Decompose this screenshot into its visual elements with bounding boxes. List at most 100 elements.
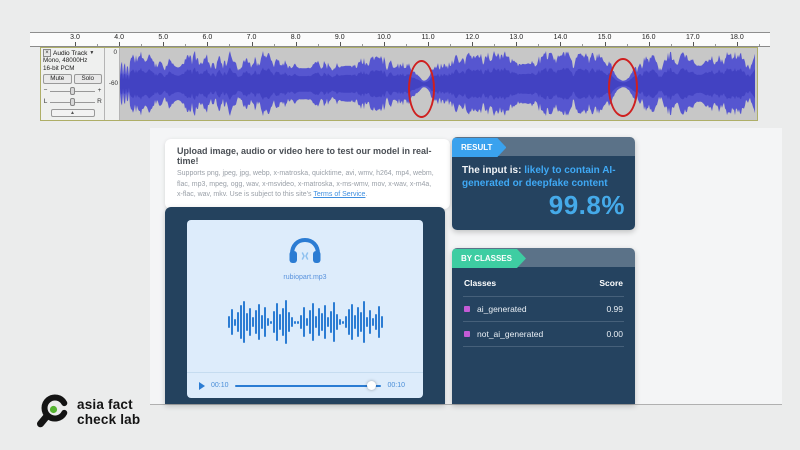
waveform-bar (380, 316, 383, 328)
by-classes-panel-header: BY CLASSES (452, 248, 635, 267)
ruler-tick-label: 4.0 (114, 34, 124, 41)
waveform-bar (272, 311, 275, 333)
ruler-tick-label: 18.0 (730, 34, 744, 41)
waveform-bar (236, 312, 239, 332)
waveform-bar (374, 314, 377, 330)
annotation-ellipse (408, 60, 435, 118)
waveform-bar (302, 307, 305, 337)
play-button[interactable] (199, 381, 205, 390)
ruler-tick-label: 14.0 (553, 34, 568, 41)
waveform-bar (266, 318, 269, 326)
pan-slider[interactable] (50, 97, 95, 106)
result-panel-header: RESULT (452, 137, 635, 156)
supports-text-end: . (365, 191, 368, 198)
waveform-bar (269, 320, 272, 324)
class-label: ai_generated (477, 304, 527, 314)
solo-button[interactable]: Solo (73, 73, 102, 84)
audio-player-card: rubiopart.mp3 00:10 00:10 (187, 220, 423, 398)
verdict-value: likely to contain AI-generated or deepfa… (462, 165, 616, 190)
waveform-bar (248, 308, 251, 336)
table-header-row: Classes Score (463, 267, 624, 297)
track-bitdepth-info: 16-bit PCM (43, 64, 75, 72)
ruler-tick-label: 13.0 (509, 34, 524, 41)
ruler-major-tick (692, 42, 694, 46)
ruler-major-tick (75, 42, 76, 46)
waveform-bar (263, 307, 266, 337)
ruler-tick-label: 7.0 (246, 34, 257, 41)
class-bullet-icon (464, 306, 470, 312)
waveform-bar (368, 310, 371, 334)
by-classes-ribbon-label: BY CLASSES (452, 249, 526, 268)
waveform-bar (239, 305, 242, 339)
gain-slider-thumb[interactable] (70, 86, 76, 95)
waveform-bar (230, 309, 233, 335)
table-row: not_ai_generated 0.00 (463, 322, 624, 347)
ruler-minor-tick (361, 44, 363, 46)
waveform-bar (332, 302, 335, 342)
track-collapse-button[interactable]: ▲ (50, 108, 95, 117)
waveform-bar (260, 315, 263, 329)
waveform-bar (359, 312, 362, 332)
ruler-major-tick (428, 42, 430, 46)
waveform-bar (335, 314, 338, 330)
waveform-graphic (120, 51, 755, 116)
ruler-minor-tick (582, 44, 584, 46)
progress-bar[interactable] (234, 381, 382, 390)
result-ribbon-label: RESULT (452, 138, 506, 157)
waveform-bar (344, 316, 347, 328)
waveform-bar (353, 315, 356, 329)
ruler-minor-tick (97, 44, 98, 46)
ruler-tick-label: 10.0 (377, 34, 391, 41)
waveform-bar (347, 309, 350, 335)
logo-text: asia fact check lab (77, 391, 140, 428)
mute-button[interactable]: Mute (43, 73, 72, 84)
ruler-tick-label: 17.0 (686, 34, 700, 41)
pan-slider-thumb[interactable] (70, 97, 76, 106)
ruler-minor-tick (450, 44, 452, 46)
waveform-bar (245, 313, 248, 331)
asia-fact-check-lab-logo: asia fact check lab (33, 391, 140, 437)
waveform-bar (275, 303, 278, 341)
timeline-ruler[interactable]: 3.0 4.0 5.0 6.0 7.0 8.0 9.0 10.0 11.0 12.0 13.0 14.… (30, 32, 770, 47)
gain-slider[interactable] (50, 86, 95, 95)
waveform-bar (365, 317, 368, 327)
ruler-major-tick (119, 42, 121, 46)
waveform-bar (299, 315, 302, 329)
progress-knob[interactable] (367, 381, 377, 390)
ruler-major-tick (560, 42, 562, 46)
gain-minus-label: − (43, 87, 48, 95)
class-score: 0.00 (606, 329, 623, 339)
ruler-tick-label: 6.0 (202, 34, 213, 41)
ruler-minor-tick (670, 44, 672, 46)
class-label: not_ai_generated (477, 329, 544, 339)
annotation-ellipse (608, 58, 638, 117)
ruler-minor-tick (229, 44, 231, 46)
track-title-dropdown[interactable]: Audio Track (53, 49, 88, 57)
audio-track: × Audio Track ▼ Mono, 48000Hz 16-bit PCM… (40, 47, 758, 121)
ruler-minor-tick (141, 44, 143, 46)
track-close-button[interactable]: × (43, 49, 51, 57)
verdict-text: The input is: likely to contain AI-gener… (462, 164, 625, 190)
terms-of-service-link[interactable]: Terms of Service (313, 191, 366, 198)
by-classes-panel-body: Classes Score ai_generated 0.99 not_ai_gen… (452, 267, 635, 404)
ruler-major-tick (339, 42, 341, 46)
waveform-bar (311, 303, 314, 341)
table-row: ai_generated 0.99 (463, 297, 624, 322)
ruler-major-tick (383, 42, 385, 46)
upload-title: Upload image, audio or video here to tes… (177, 146, 432, 166)
waveform-bar (362, 301, 365, 343)
logo-line-1: asia fact (77, 397, 133, 412)
class-score: 0.99 (606, 304, 623, 314)
ruler-major-tick (736, 42, 738, 46)
waveform-bar (284, 300, 287, 344)
column-classes: Classes (464, 278, 497, 288)
waveform-bar (254, 310, 257, 334)
waveform-bar (293, 320, 296, 324)
waveform-bar (371, 318, 374, 326)
waveform-bar (356, 307, 359, 337)
waveform-display[interactable] (120, 48, 757, 120)
table-rows: ai_generated 0.99 not_ai_generated 0.00 (463, 297, 624, 347)
ruler-minor-tick (538, 44, 540, 46)
ruler-tick-label: 11.0 (421, 34, 435, 41)
